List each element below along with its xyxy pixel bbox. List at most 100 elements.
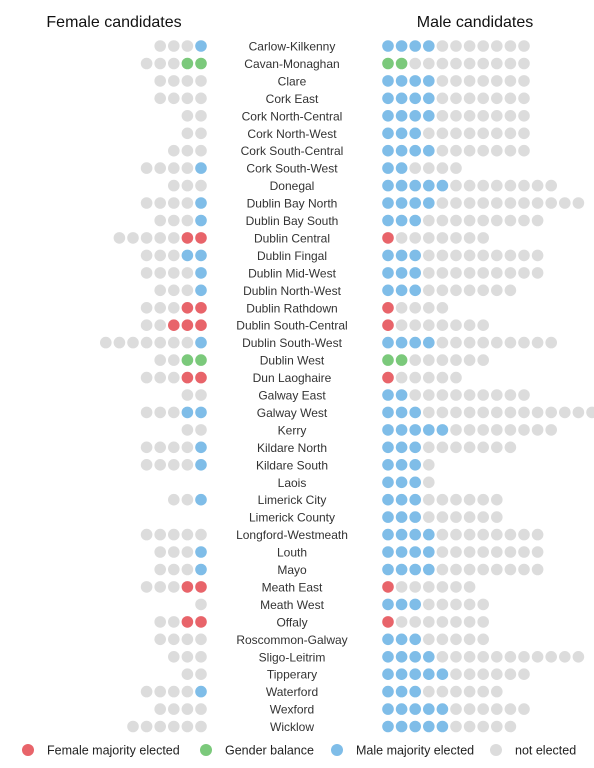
female-dot-not-elected [140, 581, 153, 593]
male-dot-not-elected [518, 75, 530, 87]
male-dot-male-majority [382, 703, 394, 715]
male-dot-not-elected [491, 197, 503, 209]
male-dot-male-majority [409, 110, 422, 122]
male-dot-male-majority [382, 685, 394, 698]
male-dot-not-elected [463, 389, 476, 401]
row-dublin-central: Dublin Central [113, 231, 490, 245]
female-dot-male-majority [195, 40, 207, 52]
female-dot-not-elected [168, 581, 180, 593]
male-dot-not-elected [436, 127, 449, 140]
male-dot-not-elected [477, 75, 490, 87]
constituency-label: Galway East [258, 389, 326, 403]
female-dot-not-elected [181, 459, 194, 471]
male-dot-not-elected [436, 563, 449, 576]
male-dot-not-elected [518, 703, 530, 715]
male-dot-not-elected [531, 214, 544, 227]
male-dot-not-elected [450, 197, 462, 209]
male-dot-not-elected [518, 528, 530, 541]
male-dot-not-elected [545, 197, 557, 209]
female-dot-not-elected [181, 668, 194, 680]
male-dot-not-elected [450, 546, 462, 558]
male-dot-not-elected [491, 336, 503, 349]
female-dot-not-elected [154, 616, 166, 628]
male-dot-not-elected [463, 546, 476, 558]
male-dot-male-majority [409, 424, 422, 436]
female-dot-not-elected [140, 162, 153, 174]
male-dot-not-elected [436, 302, 449, 314]
female-dot-not-elected [181, 40, 194, 52]
female-dot-not-elected [168, 703, 180, 715]
male-dot-not-elected [463, 40, 476, 52]
male-dot-not-elected [423, 441, 435, 454]
male-dot-not-elected [450, 651, 462, 663]
female-dot-not-elected [195, 668, 207, 680]
male-dot-male-majority [382, 720, 394, 733]
female-dot-not-elected [168, 179, 180, 192]
row-dublin-bay-south: Dublin Bay South [154, 214, 544, 228]
female-dot-female-majority [168, 319, 180, 332]
female-dot-not-elected [168, 371, 180, 384]
male-dot-male-majority [382, 197, 394, 209]
female-dot-not-elected [181, 284, 194, 297]
row-dublin-south-central: Dublin South-Central [140, 319, 490, 333]
male-dot-not-elected [436, 232, 449, 244]
female-dot-not-elected [181, 197, 194, 209]
female-dot-not-elected [154, 284, 166, 297]
row-offaly: Offaly [154, 615, 490, 629]
male-dot-not-elected [504, 406, 517, 419]
constituency-label: Offaly [276, 615, 307, 629]
male-dot-not-elected [409, 389, 422, 401]
male-dot-female-majority [382, 232, 394, 244]
constituency-label: Roscommon-Galway [236, 633, 347, 647]
female-dot-not-elected [154, 720, 166, 733]
male-dot-male-majority [395, 633, 408, 646]
female-dot-not-elected [195, 75, 207, 87]
constituency-label: Cork South-Central [241, 144, 344, 158]
male-dot-gender-balance [382, 354, 394, 366]
male-dot-female-majority [382, 371, 394, 384]
female-dot-not-elected [140, 371, 153, 384]
male-dot-not-elected [477, 633, 490, 646]
male-dot-not-elected [491, 214, 503, 227]
male-dot-not-elected [531, 267, 544, 279]
male-dot-not-elected [518, 651, 530, 663]
male-dot-male-majority [423, 197, 435, 209]
row-cavan-monaghan: Cavan-Monaghan [140, 57, 530, 71]
male-dot-not-elected [477, 214, 490, 227]
male-dot-male-majority [382, 598, 394, 611]
male-dot-male-majority [409, 598, 422, 611]
female-dot-not-elected [181, 651, 194, 663]
male-dot-not-elected [491, 127, 503, 140]
male-dot-male-majority [395, 546, 408, 558]
legend-item-female-majority: Female majority elected [22, 744, 180, 758]
male-dot-not-elected [436, 598, 449, 611]
male-dot-male-majority [409, 406, 422, 419]
female-dot-not-elected [140, 197, 153, 209]
male-dot-not-elected [504, 528, 517, 541]
male-dot-male-majority [395, 685, 408, 698]
male-dot-not-elected [545, 406, 557, 419]
male-dot-not-elected [423, 249, 435, 262]
male-dot-not-elected [518, 546, 530, 558]
constituency-label: Cork North-Central [242, 109, 343, 123]
male-dot-male-majority [395, 563, 408, 576]
male-dot-not-elected [450, 528, 462, 541]
female-dot-not-elected [168, 302, 180, 314]
male-dot-not-elected [423, 371, 435, 384]
male-dot-male-majority [409, 284, 422, 297]
female-dot-female-majority [195, 581, 207, 593]
male-dot-male-majority [436, 720, 449, 733]
female-dot-not-elected [168, 336, 180, 349]
male-dot-male-majority [423, 110, 435, 122]
male-dot-male-majority [395, 651, 408, 663]
male-dot-not-elected [436, 441, 449, 454]
male-dot-not-elected [450, 110, 462, 122]
male-dot-not-elected [504, 110, 517, 122]
female-dot-not-elected [181, 144, 194, 157]
male-dot-not-elected [423, 127, 435, 140]
male-dot-male-majority [382, 441, 394, 454]
constituency-rows: Carlow-Kilkenny Cavan-Monaghan Clare Cork E… [100, 40, 594, 734]
male-dot-not-elected [409, 354, 422, 366]
male-dot-not-elected [477, 546, 490, 558]
male-dot-not-elected [504, 720, 517, 733]
